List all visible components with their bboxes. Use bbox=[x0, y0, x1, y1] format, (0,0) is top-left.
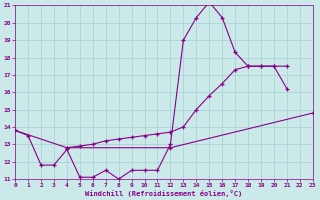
X-axis label: Windchill (Refroidissement éolien,°C): Windchill (Refroidissement éolien,°C) bbox=[85, 190, 243, 197]
